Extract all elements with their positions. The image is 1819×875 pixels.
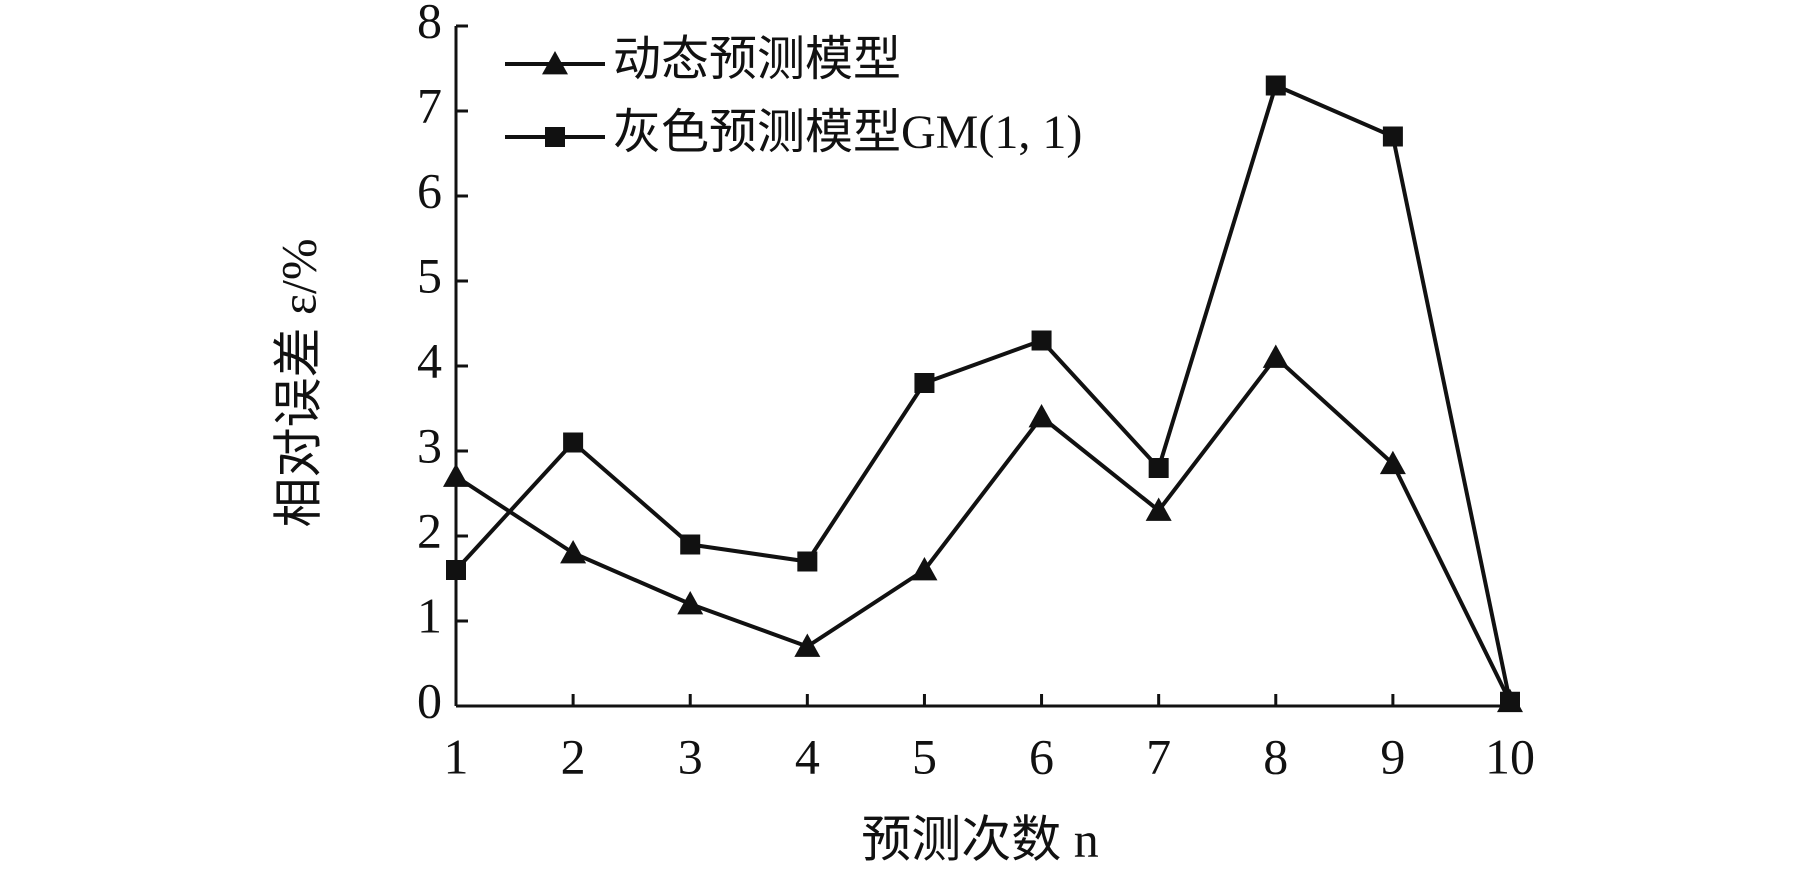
legend-label: 动态预测模型 bbox=[613, 33, 901, 86]
square-marker bbox=[1031, 330, 1052, 351]
y-tick-label: 7 bbox=[417, 77, 442, 133]
legend-label: 灰色预测模型GM(1, 1) bbox=[613, 106, 1082, 159]
triangle-marker bbox=[794, 633, 821, 657]
square-marker bbox=[680, 534, 701, 555]
square-marker bbox=[1148, 458, 1169, 478]
triangle-marker bbox=[560, 540, 587, 564]
triangle-marker bbox=[1028, 404, 1055, 428]
series-line bbox=[454, 355, 1512, 703]
y-tick-label: 5 bbox=[417, 247, 442, 303]
square-marker bbox=[563, 432, 584, 453]
square-marker bbox=[1382, 126, 1403, 147]
triangle-marker bbox=[1145, 497, 1172, 521]
square-marker bbox=[545, 127, 565, 147]
x-tick-label: 4 bbox=[795, 728, 820, 784]
x-tick-label: 1 bbox=[444, 728, 469, 784]
triangle-marker bbox=[911, 557, 938, 581]
y-tick-label: 6 bbox=[417, 162, 442, 218]
square-marker bbox=[1500, 691, 1520, 712]
y-axis-label: 相对误差 ε/% bbox=[270, 238, 326, 527]
y-tick-label: 4 bbox=[417, 332, 442, 388]
y-tick-label: 8 bbox=[417, 0, 442, 48]
x-tick-label: 10 bbox=[1485, 728, 1535, 784]
x-tick-label: 9 bbox=[1380, 728, 1405, 784]
x-tick-label: 3 bbox=[678, 728, 703, 784]
y-tick-label: 3 bbox=[417, 417, 442, 473]
series-line bbox=[454, 83, 1512, 703]
triangle-marker bbox=[542, 51, 568, 75]
triangle-marker bbox=[1379, 450, 1406, 475]
x-tick-label: 7 bbox=[1146, 728, 1171, 784]
y-tick-label: 2 bbox=[417, 502, 442, 558]
square-marker bbox=[914, 373, 935, 393]
x-axis-label: 预测次数 n bbox=[861, 811, 1099, 867]
square-marker bbox=[1265, 75, 1286, 96]
x-tick-label: 2 bbox=[561, 728, 586, 784]
triangle-marker bbox=[443, 463, 469, 487]
x-tick-label: 6 bbox=[1029, 728, 1054, 784]
y-tick-label: 0 bbox=[417, 672, 442, 728]
square-marker bbox=[797, 551, 818, 572]
square-marker bbox=[446, 560, 466, 580]
triangle-marker bbox=[677, 591, 704, 615]
y-tick-label: 1 bbox=[417, 587, 442, 643]
triangle-marker bbox=[1262, 344, 1289, 368]
x-tick-label: 5 bbox=[912, 728, 937, 784]
x-tick-label: 8 bbox=[1263, 728, 1288, 784]
